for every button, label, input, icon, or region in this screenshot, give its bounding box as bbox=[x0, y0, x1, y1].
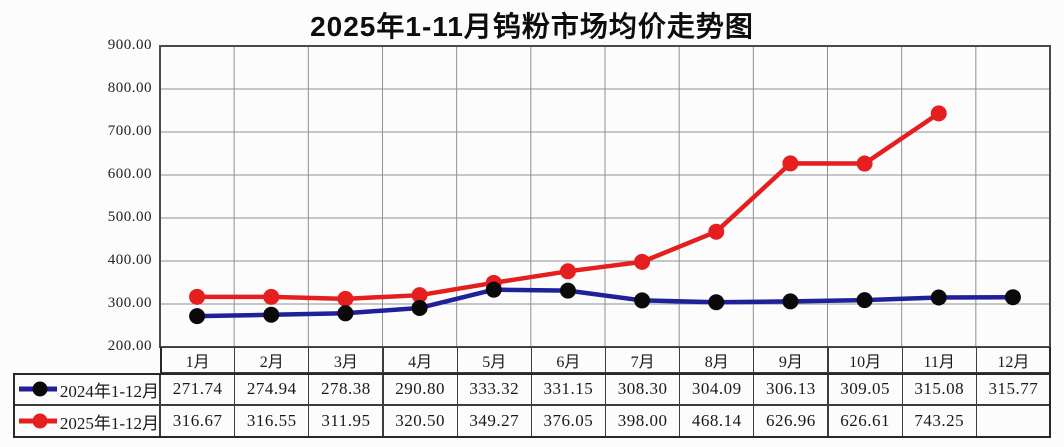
legend-line-sample bbox=[19, 381, 57, 397]
table-value-cell: 468.14 bbox=[679, 405, 755, 437]
data-point-marker-1 bbox=[856, 155, 873, 172]
data-point-marker-0 bbox=[189, 308, 206, 325]
table-value-cell: 349.27 bbox=[456, 405, 532, 437]
month-header-cell: 6月 bbox=[530, 347, 606, 373]
table-value-cell: 309.05 bbox=[827, 373, 903, 405]
data-point-marker-1 bbox=[411, 287, 428, 304]
data-point-marker-0 bbox=[1004, 289, 1021, 306]
month-header-cell: 9月 bbox=[753, 347, 829, 373]
data-point-marker-0 bbox=[263, 306, 280, 323]
legend-row-1: 2025年1-12月 bbox=[13, 405, 160, 437]
month-header-cell: 1月 bbox=[160, 347, 236, 373]
y-axis-tick-label: 600.00 bbox=[107, 166, 152, 182]
data-point-marker-1 bbox=[708, 223, 725, 240]
table-value-cell bbox=[975, 405, 1051, 437]
legend-row-0: 2024年1-12月 bbox=[13, 373, 160, 405]
data-point-marker-1 bbox=[634, 253, 651, 270]
table-value-cell: 331.15 bbox=[530, 373, 606, 405]
table-value-cell: 333.32 bbox=[456, 373, 532, 405]
data-point-marker-1 bbox=[930, 105, 947, 122]
y-axis-tick-label: 800.00 bbox=[107, 80, 152, 96]
month-header-cell: 3月 bbox=[308, 347, 384, 373]
data-point-marker-0 bbox=[930, 289, 947, 306]
table-value-cell: 316.55 bbox=[234, 405, 310, 437]
table-value-cell: 376.05 bbox=[530, 405, 606, 437]
month-header-cell: 12月 bbox=[975, 347, 1051, 373]
month-header-cell: 7月 bbox=[605, 347, 681, 373]
table-value-cell: 274.94 bbox=[234, 373, 310, 405]
table-value-cell: 743.25 bbox=[901, 405, 977, 437]
table-value-cell: 316.67 bbox=[160, 405, 236, 437]
table-value-cell: 626.96 bbox=[753, 405, 829, 437]
data-point-marker-1 bbox=[782, 155, 799, 172]
y-axis-labels: 900.00 800.00 700.00 600.00 500.00 400.00 300.… bbox=[0, 0, 152, 447]
y-axis-tick-label: 900.00 bbox=[107, 37, 152, 53]
y-axis-tick-label: 500.00 bbox=[107, 209, 152, 225]
y-axis-tick-label: 300.00 bbox=[107, 295, 152, 311]
table-value-cell: 315.77 bbox=[975, 373, 1051, 405]
table-value-cell: 311.95 bbox=[308, 405, 384, 437]
series-line-0 bbox=[197, 287, 1013, 319]
table-value-cell: 304.09 bbox=[679, 373, 755, 405]
month-header-cell: 11月 bbox=[901, 347, 977, 373]
data-point-marker-0 bbox=[782, 293, 799, 310]
month-header-cell: 5月 bbox=[456, 347, 532, 373]
data-point-marker-0 bbox=[559, 282, 576, 299]
month-header-cell: 4月 bbox=[382, 347, 458, 373]
data-point-marker-1 bbox=[263, 288, 280, 305]
data-point-marker-0 bbox=[856, 292, 873, 309]
data-point-marker-0 bbox=[485, 281, 502, 298]
y-axis-tick-label: 200.00 bbox=[107, 338, 152, 354]
month-header-cell: 8月 bbox=[679, 347, 755, 373]
legend-line-sample bbox=[19, 413, 57, 429]
series-label: 2024年1-12月 bbox=[59, 381, 159, 401]
table-value-cell: 306.13 bbox=[753, 373, 829, 405]
table-value-cell: 315.08 bbox=[901, 373, 977, 405]
series-label: 2025年1-12月 bbox=[59, 413, 159, 433]
data-point-marker-1 bbox=[337, 290, 354, 307]
data-point-marker-0 bbox=[708, 294, 725, 311]
chart-title: 2025年1-11月钨粉市场均价走势图 bbox=[310, 11, 754, 42]
table-value-cell: 398.00 bbox=[605, 405, 681, 437]
table-value-cell: 626.61 bbox=[827, 405, 903, 437]
table-value-cell: 271.74 bbox=[160, 373, 236, 405]
data-point-marker-1 bbox=[559, 263, 576, 280]
y-axis-tick-label: 700.00 bbox=[107, 123, 152, 139]
table-value-cell: 320.50 bbox=[382, 405, 458, 437]
table-value-cell: 278.38 bbox=[308, 373, 384, 405]
data-point-marker-0 bbox=[411, 299, 428, 316]
data-point-marker-0 bbox=[634, 292, 651, 309]
table-value-cell: 290.80 bbox=[382, 373, 458, 405]
month-header-cell: 2月 bbox=[234, 347, 310, 373]
data-point-marker-0 bbox=[337, 305, 354, 322]
y-axis-tick-label: 400.00 bbox=[107, 252, 152, 268]
month-header-cell: 10月 bbox=[827, 347, 903, 373]
data-point-marker-1 bbox=[189, 288, 206, 305]
table-value-cell: 308.30 bbox=[605, 373, 681, 405]
